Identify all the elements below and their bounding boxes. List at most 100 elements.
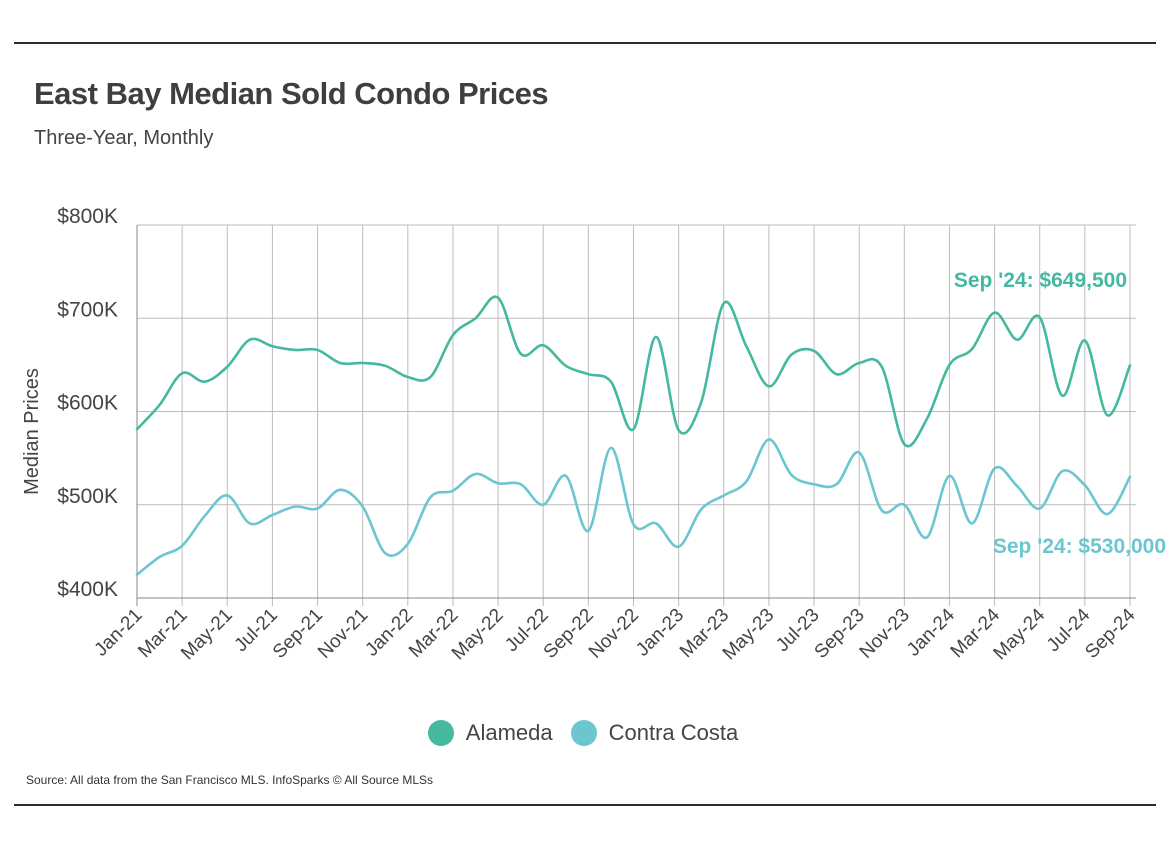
data-point-alameda bbox=[1039, 316, 1041, 318]
y-tick-label: $600K bbox=[57, 392, 118, 415]
data-point-contra-costa bbox=[226, 494, 228, 496]
data-point-alameda bbox=[316, 349, 318, 351]
data-point-contra-costa bbox=[903, 504, 905, 506]
data-point-alameda bbox=[790, 353, 792, 355]
data-point-contra-costa bbox=[361, 505, 363, 507]
x-tick-label: Sep-22 bbox=[540, 605, 598, 663]
data-point-alameda bbox=[271, 345, 273, 347]
data-point-alameda bbox=[204, 380, 206, 382]
data-point-contra-costa bbox=[1084, 484, 1086, 486]
data-point-contra-costa bbox=[1061, 470, 1063, 472]
data-point-contra-costa bbox=[971, 522, 973, 524]
data-point-contra-costa bbox=[858, 451, 860, 453]
legend: Alameda Contra Costa bbox=[0, 720, 1166, 746]
top-rule bbox=[14, 42, 1156, 44]
data-point-alameda bbox=[1106, 414, 1108, 416]
x-tick-label: Sep-23 bbox=[811, 605, 869, 663]
data-point-alameda bbox=[835, 373, 837, 375]
data-point-alameda bbox=[768, 385, 770, 387]
data-point-contra-costa bbox=[519, 483, 521, 485]
data-point-alameda bbox=[926, 418, 928, 420]
data-point-contra-costa bbox=[700, 508, 702, 510]
source-note: Source: All data from the San Francisco … bbox=[26, 773, 434, 787]
data-point-contra-costa bbox=[768, 438, 770, 440]
y-tick-label: $400K bbox=[57, 578, 118, 601]
legend-swatch-alameda bbox=[427, 720, 454, 746]
data-point-contra-costa bbox=[271, 514, 273, 516]
data-point-contra-costa bbox=[158, 556, 160, 558]
data-point-alameda bbox=[948, 364, 950, 366]
data-point-alameda bbox=[339, 362, 341, 364]
series-line-contra-costa bbox=[135, 438, 1132, 576]
data-point-contra-costa bbox=[407, 543, 409, 545]
data-point-alameda bbox=[407, 376, 409, 378]
data-point-contra-costa bbox=[745, 480, 747, 482]
data-point-contra-costa bbox=[610, 447, 612, 449]
x-tick-label: Sep-24 bbox=[1081, 604, 1139, 662]
data-point-contra-costa bbox=[1016, 485, 1018, 487]
data-point-alameda bbox=[858, 362, 860, 364]
data-point-contra-costa bbox=[339, 489, 341, 491]
data-point-alameda bbox=[745, 345, 747, 347]
legend-label-contra-costa: Contra Costa bbox=[608, 720, 739, 745]
data-point-contra-costa bbox=[655, 522, 657, 524]
x-tick-label: May-23 bbox=[719, 605, 779, 665]
x-tick-label: Nov-23 bbox=[856, 605, 914, 663]
data-point-alameda bbox=[587, 373, 589, 375]
data-point-alameda bbox=[452, 334, 454, 336]
chart-subtitle: Three-Year, Monthly bbox=[34, 127, 214, 149]
data-point-contra-costa bbox=[1106, 513, 1108, 515]
data-point-alameda bbox=[1084, 339, 1086, 341]
y-axis-title: Median Prices bbox=[21, 368, 43, 495]
data-point-alameda bbox=[474, 317, 476, 319]
data-point-contra-costa bbox=[542, 504, 544, 506]
chart-title: East Bay Median Sold Condo Prices bbox=[34, 76, 549, 111]
data-point-alameda bbox=[497, 297, 499, 299]
data-point-contra-costa bbox=[452, 490, 454, 492]
data-point-alameda bbox=[971, 348, 973, 350]
data-point-alameda bbox=[1129, 364, 1131, 366]
data-point-alameda bbox=[136, 428, 138, 430]
data-point-alameda bbox=[542, 344, 544, 346]
data-point-alameda bbox=[226, 366, 228, 368]
data-point-contra-costa bbox=[204, 515, 206, 517]
annotation-contra-costa: Sep '24: $530,000 bbox=[993, 535, 1166, 558]
y-tick-label: $700K bbox=[57, 298, 118, 321]
data-point-alameda bbox=[881, 366, 883, 368]
y-tick-label: $800K bbox=[57, 205, 118, 228]
data-point-contra-costa bbox=[587, 530, 589, 532]
data-point-contra-costa bbox=[384, 552, 386, 554]
data-point-alameda bbox=[249, 338, 251, 340]
data-point-alameda bbox=[429, 376, 431, 378]
data-point-alameda bbox=[655, 336, 657, 338]
data-point-contra-costa bbox=[1039, 507, 1041, 509]
data-point-alameda bbox=[993, 311, 995, 313]
data-point-alameda bbox=[610, 380, 612, 382]
data-point-contra-costa bbox=[723, 494, 725, 496]
bottom-rule bbox=[14, 804, 1156, 806]
data-point-alameda bbox=[700, 401, 702, 403]
data-point-alameda bbox=[384, 365, 386, 367]
data-point-alameda bbox=[565, 365, 567, 367]
annotation-alameda: Sep '24: $649,500 bbox=[954, 269, 1127, 292]
data-point-contra-costa bbox=[632, 523, 634, 525]
x-tick-label: May-22 bbox=[448, 605, 508, 665]
data-point-contra-costa bbox=[1129, 476, 1131, 478]
data-point-contra-costa bbox=[181, 545, 183, 547]
data-point-alameda bbox=[1061, 394, 1063, 396]
data-point-contra-costa bbox=[316, 507, 318, 509]
data-point-alameda bbox=[519, 352, 521, 354]
data-point-contra-costa bbox=[926, 536, 928, 538]
y-tick-label: $500K bbox=[57, 485, 118, 508]
x-tick-label: Nov-21 bbox=[314, 605, 372, 663]
data-point-contra-costa bbox=[294, 505, 296, 507]
data-point-alameda bbox=[632, 428, 634, 430]
x-tick-label: May-21 bbox=[177, 605, 237, 665]
data-point-contra-costa bbox=[677, 546, 679, 548]
data-point-alameda bbox=[723, 302, 725, 304]
data-point-contra-costa bbox=[813, 483, 815, 485]
x-tick-label: May-24 bbox=[990, 604, 1050, 664]
x-tick-label: Sep-21 bbox=[269, 605, 327, 663]
data-point-alameda bbox=[294, 349, 296, 351]
